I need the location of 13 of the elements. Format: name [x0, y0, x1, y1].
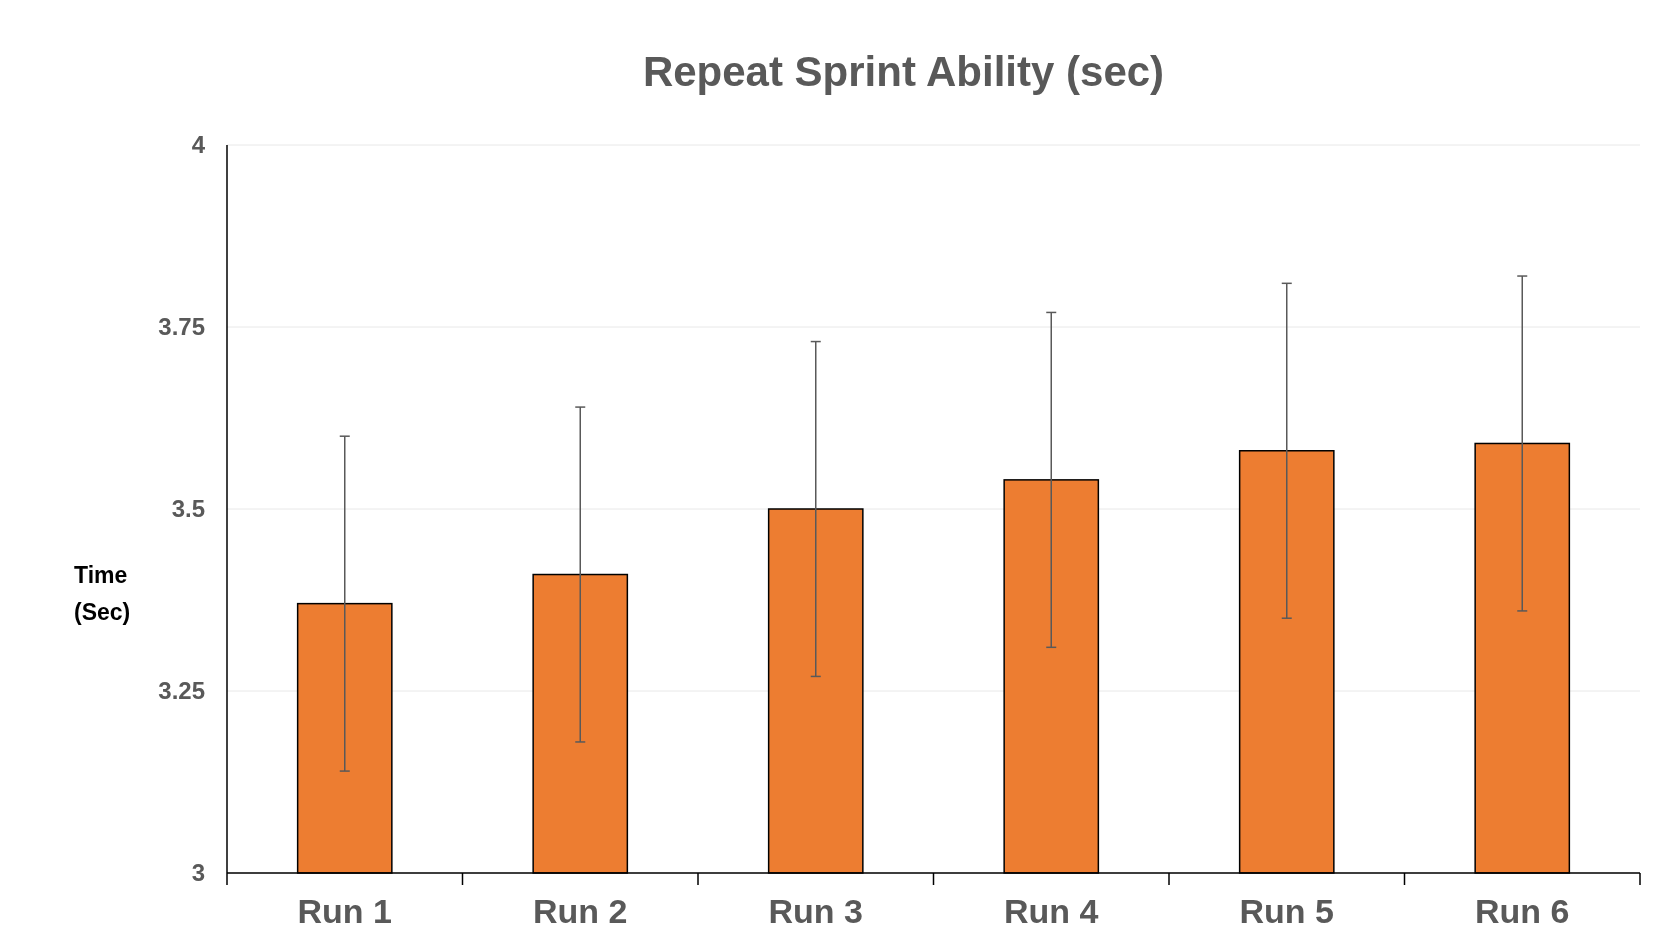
y-tick-label: 4: [191, 131, 206, 159]
y-tick-label: 3.25: [158, 677, 205, 705]
x-tick-label: Run 6: [1475, 892, 1570, 930]
chart-title: Repeat Sprint Ability (sec): [642, 48, 1165, 95]
x-tick-label: Run 1: [297, 892, 392, 930]
x-tick-label: Run 4: [1004, 892, 1099, 930]
y-tick-label: 3.5: [171, 495, 205, 523]
x-tick-label: Run 3: [768, 892, 863, 930]
y-tick-label: 3.75: [158, 313, 205, 341]
x-tick-label: Run 5: [1239, 892, 1334, 930]
y-tick-label: 3: [191, 859, 205, 887]
y-axis-title: Time (Sec): [74, 562, 131, 625]
x-tick-label: Run 2: [533, 892, 628, 930]
